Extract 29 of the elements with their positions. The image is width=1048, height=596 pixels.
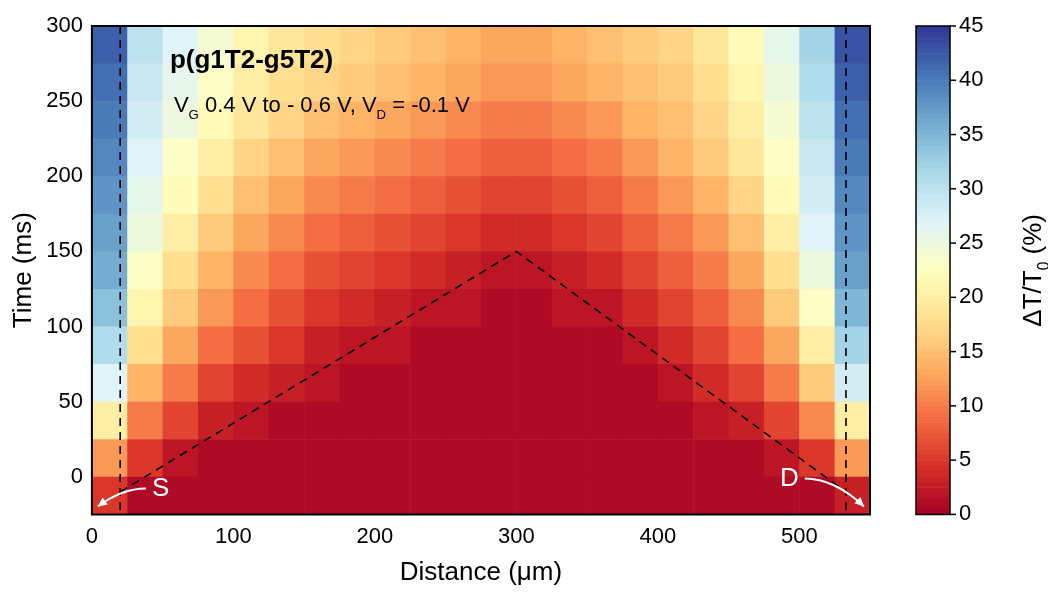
x-tick-label: 400 (639, 522, 677, 548)
annotation: S (151, 471, 170, 502)
color-bar-label: 45 (959, 12, 984, 38)
color-bar-label: 40 (959, 66, 984, 92)
y-tick-label: 250 (46, 87, 83, 113)
x-axis-title: Distance (μm) (399, 555, 563, 586)
color-bar-label: 15 (959, 337, 984, 363)
color-bar-title: ΔT/T0 (%) (1017, 213, 1048, 327)
color-bar-label: 20 (959, 283, 984, 309)
x-tick-label: 100 (215, 522, 252, 548)
x-tick-label: 300 (497, 522, 535, 548)
color-bar-label: 35 (959, 120, 984, 146)
y-tick-label: 300 (46, 12, 83, 38)
x-tick-label: 200 (356, 522, 394, 548)
color-bar-label: 0 (959, 500, 972, 526)
y-tick-label: 50 (58, 387, 83, 413)
color-bar-label: 30 (959, 174, 984, 200)
color-bar-label: 10 (959, 391, 984, 417)
y-tick-label: 0 (70, 462, 83, 488)
y-tick-label: 150 (46, 237, 83, 263)
y-tick-label: 100 (46, 312, 83, 338)
x-tick-label: 0 (85, 522, 99, 548)
color-bar-label: 25 (959, 229, 984, 255)
annotation: D (780, 461, 799, 492)
y-axis-title: Time (ms) (6, 212, 37, 329)
color-bar-label: 5 (959, 446, 972, 472)
text: p(g1T2-g5T2) (169, 44, 334, 74)
y-tick-label: 200 (46, 162, 83, 188)
x-tick-label: 500 (780, 522, 818, 548)
